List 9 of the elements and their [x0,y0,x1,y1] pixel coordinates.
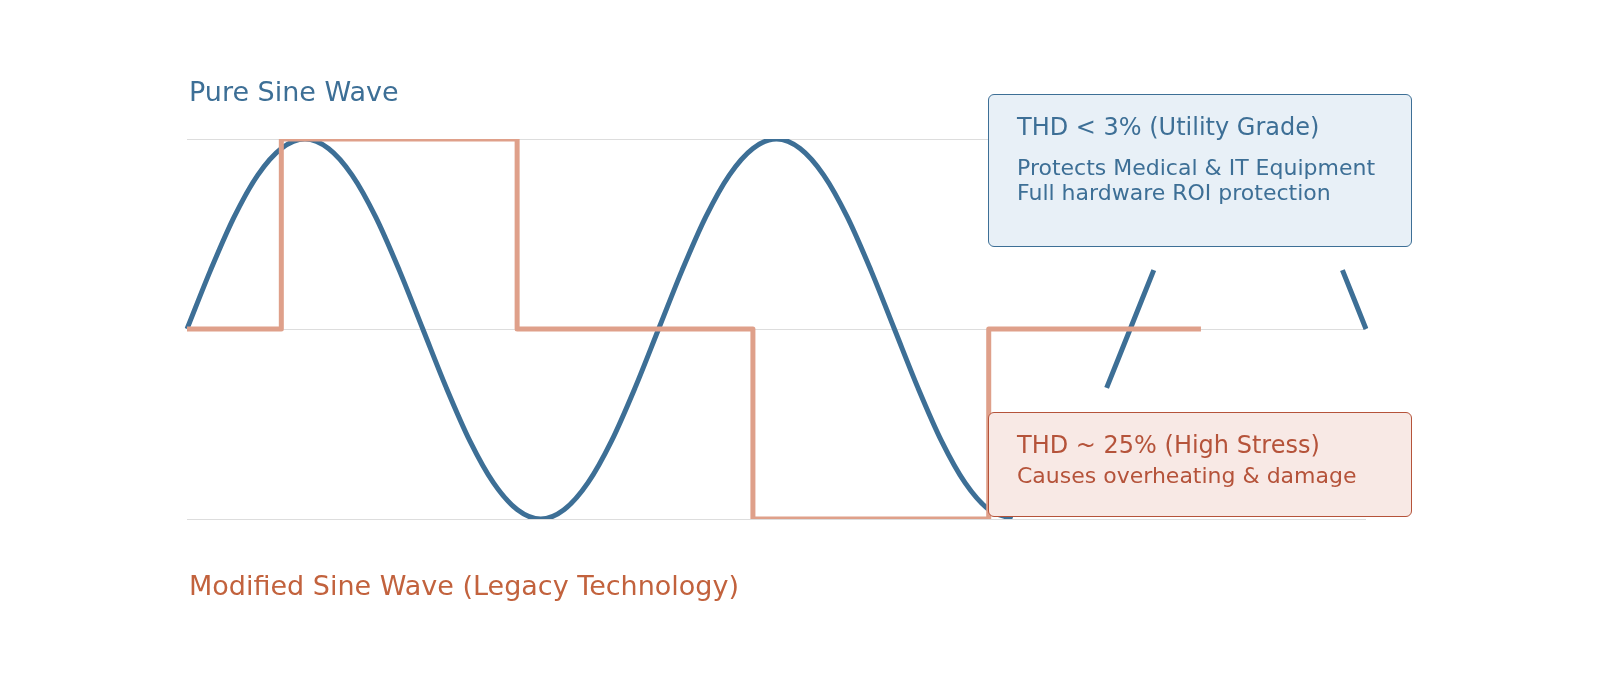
annotation: THD < 3% (Utility Grade) [1017,113,1321,141]
annotation: THD ~ 25% (High Stress) [1017,431,1321,459]
annotation: Protects Medical & IT Equipment [1017,155,1376,180]
text-box: THD ~ 25% (High Stress) Causes overheating & damage [988,412,1412,517]
annotation: Causes overheating & damage [1017,463,1358,488]
text-box: THD < 3% (Utility Grade) Protects Medical & IT Equipment Full hardware ROI protection [988,94,1412,247]
series-label: Pure Sine Wave [189,76,399,107]
series-label: Modified Sine Wave (Legacy Technology) [189,570,740,601]
annotation: Full hardware ROI protection [1017,180,1332,205]
